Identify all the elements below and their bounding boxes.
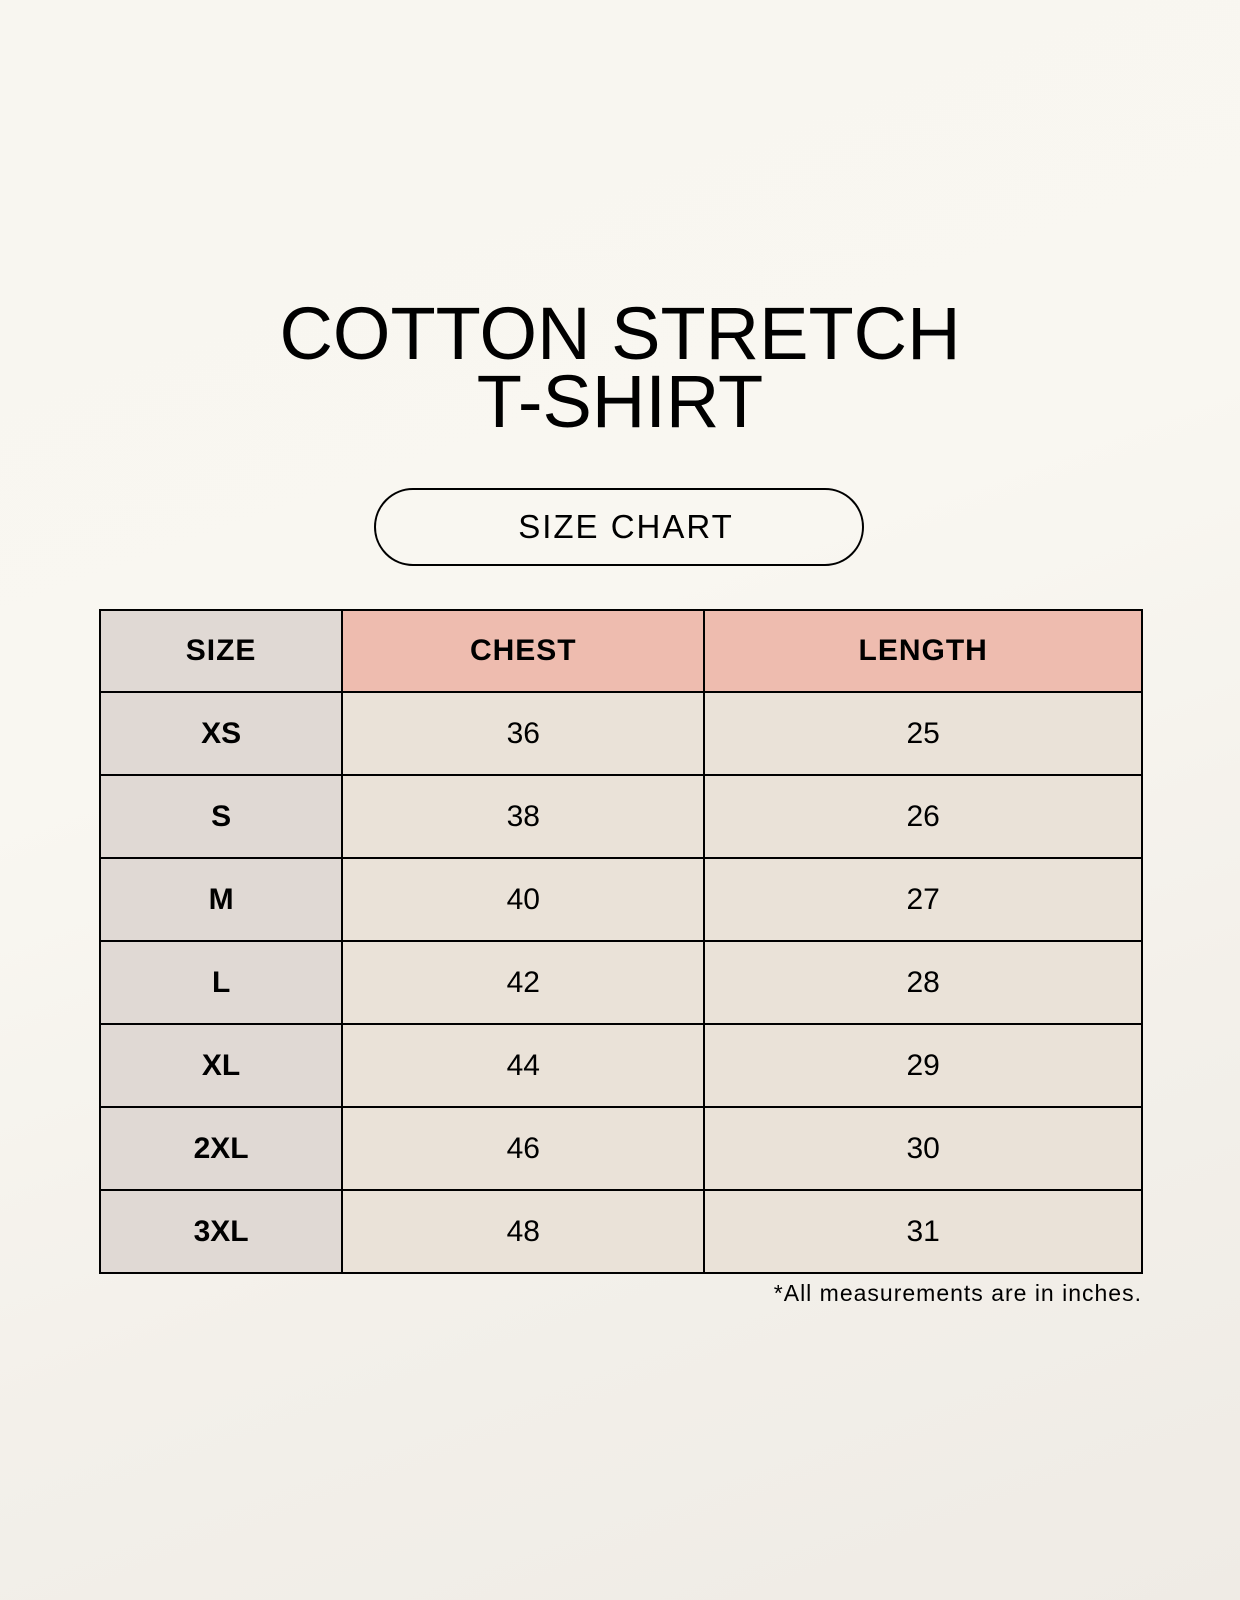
header-chest: CHEST xyxy=(341,609,706,693)
size-chart-badge: SIZE CHART xyxy=(374,488,864,566)
chest-cell: 38 xyxy=(341,774,706,859)
length-cell: 26 xyxy=(703,774,1143,859)
size-cell: 2XL xyxy=(98,1106,344,1191)
table-row: XL 44 29 xyxy=(98,1023,1143,1108)
header-size: SIZE xyxy=(98,609,344,693)
length-cell: 31 xyxy=(703,1189,1143,1274)
table-row: 2XL 46 30 xyxy=(98,1106,1143,1191)
size-cell: XS xyxy=(98,691,344,776)
size-cell: M xyxy=(98,857,344,942)
length-cell: 27 xyxy=(703,857,1143,942)
footnote: *All measurements are in inches. xyxy=(773,1280,1142,1306)
size-cell: 3XL xyxy=(98,1189,344,1274)
header-length: LENGTH xyxy=(703,609,1143,693)
title-line-2: T-SHIRT xyxy=(476,360,764,443)
chest-cell: 36 xyxy=(341,691,706,776)
chest-cell: 44 xyxy=(341,1023,706,1108)
size-cell: S xyxy=(98,774,344,859)
length-cell: 28 xyxy=(703,940,1143,1025)
table-header-row: SIZE CHEST LENGTH xyxy=(98,609,1143,693)
table-row: M 40 27 xyxy=(98,857,1143,942)
table-row: S 38 26 xyxy=(98,774,1143,859)
length-cell: 29 xyxy=(703,1023,1143,1108)
size-cell: L xyxy=(98,940,344,1025)
page-title: COTTON STRETCH T-SHIRT xyxy=(0,292,1240,443)
chest-cell: 46 xyxy=(341,1106,706,1191)
table-row: XS 36 25 xyxy=(98,691,1143,776)
length-cell: 30 xyxy=(703,1106,1143,1191)
size-cell: XL xyxy=(98,1023,344,1108)
table-row: 3XL 48 31 xyxy=(98,1189,1143,1274)
chest-cell: 48 xyxy=(341,1189,706,1274)
chest-cell: 40 xyxy=(341,857,706,942)
chest-cell: 42 xyxy=(341,940,706,1025)
title-line-1: COTTON STRETCH xyxy=(279,292,961,375)
table-row: L 42 28 xyxy=(98,940,1143,1025)
size-table: SIZE CHEST LENGTH XS 36 25 S 38 26 M 40 27 L 42 28 X… xyxy=(98,609,1143,1274)
length-cell: 25 xyxy=(703,691,1143,776)
